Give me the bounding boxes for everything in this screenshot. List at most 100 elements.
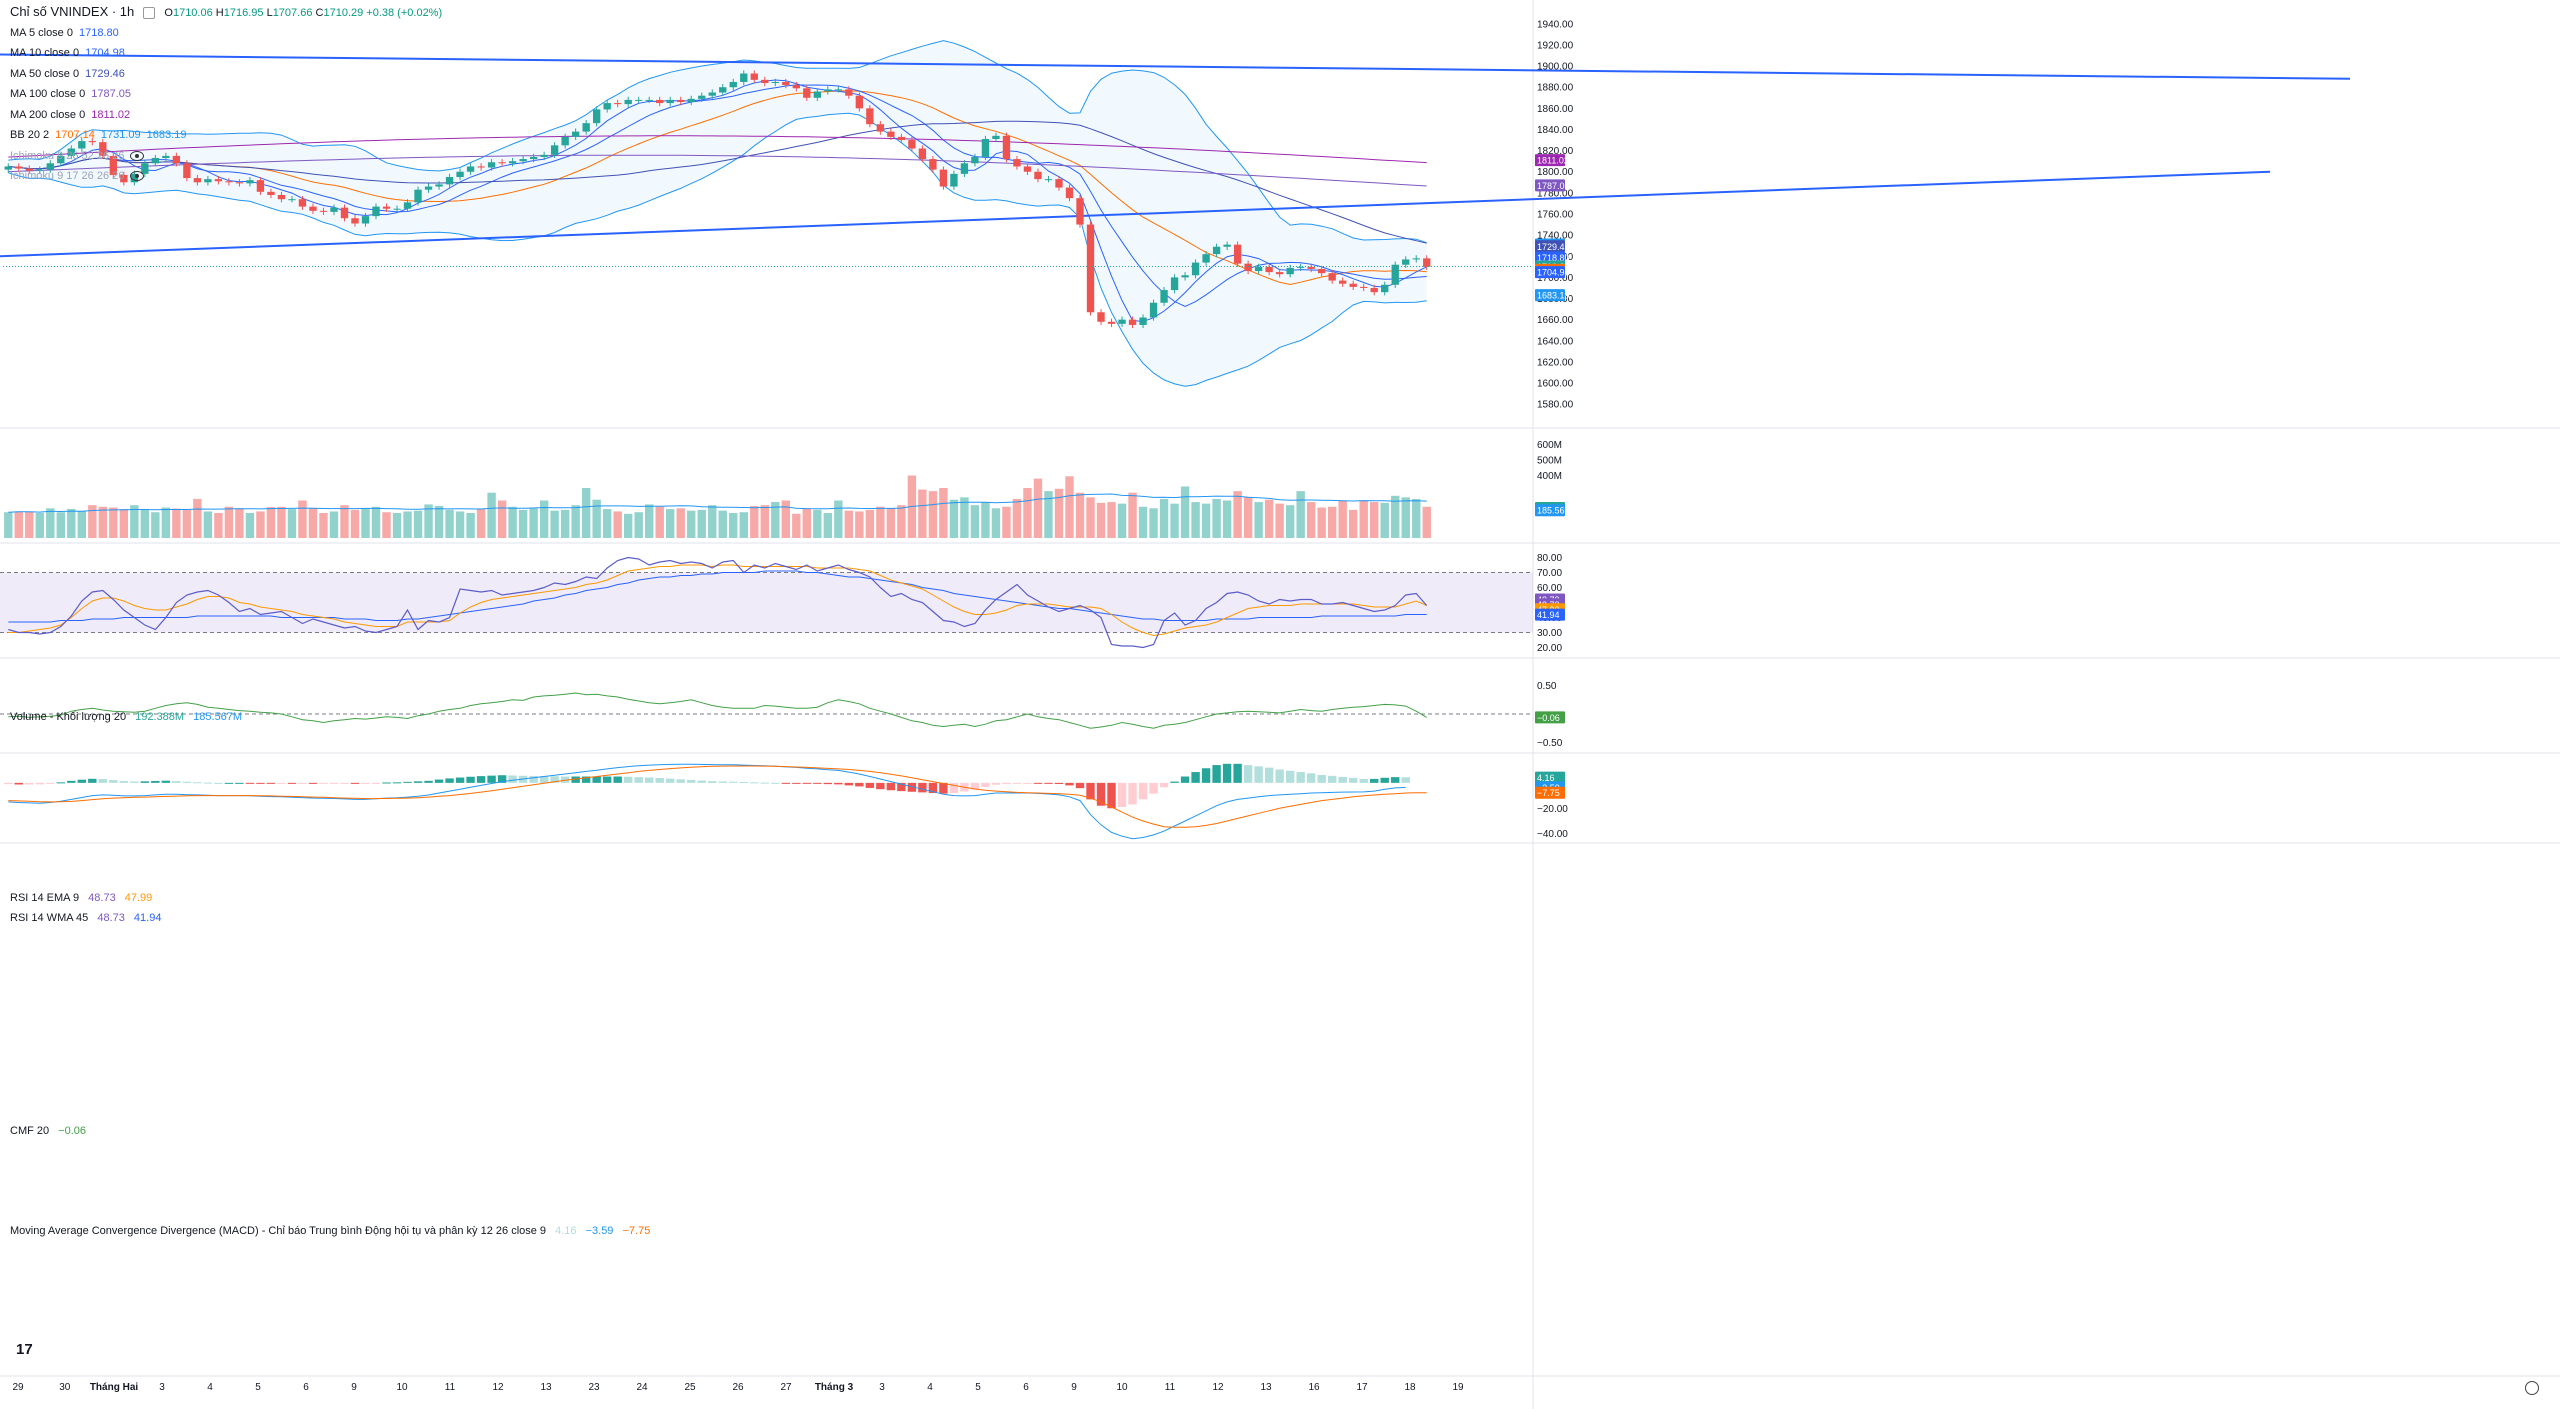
legend-row[interactable]: MA 100 close 0 1787.05 xyxy=(10,84,442,105)
macd-histogram-bar xyxy=(792,782,801,784)
volume-bar xyxy=(235,508,244,538)
rsi-wma-v1: 48.73 xyxy=(97,912,125,924)
candle-body xyxy=(656,99,664,104)
candle-body xyxy=(887,131,895,137)
volume-bar xyxy=(1348,509,1358,538)
macd-histogram-bar xyxy=(1338,776,1347,783)
macd-histogram-bar xyxy=(1296,772,1305,783)
volume-ma-line xyxy=(8,493,1427,513)
volume-bar xyxy=(340,505,349,538)
candle-body xyxy=(929,159,937,170)
time-axis-tick: 13 xyxy=(1260,1382,1272,1393)
candle-body xyxy=(592,109,601,124)
legend-value: 1718.80 xyxy=(78,26,119,39)
candle-body xyxy=(435,184,443,187)
candle-body xyxy=(340,207,349,219)
candle-body xyxy=(1086,224,1095,313)
candle-body xyxy=(1034,171,1042,180)
macd-histogram-bar xyxy=(1254,766,1263,783)
ma5-tag: 1718.80 xyxy=(1537,253,1570,263)
legend-row[interactable]: BB 20 2 1707.14 1731.09 1683.19 xyxy=(10,125,442,146)
candle-body xyxy=(1223,244,1231,247)
macd-histogram-bar xyxy=(56,782,65,784)
macd-label[interactable]: Moving Average Convergence Divergence (M… xyxy=(10,1225,547,1237)
price-axis-tick: 1740.00 xyxy=(1537,231,1574,242)
volume-value: 192.388M xyxy=(135,711,185,723)
rsi-wma-tag: 41.94 xyxy=(1537,610,1560,620)
candle-body xyxy=(141,163,149,174)
low-value: 1707.66 xyxy=(272,7,313,19)
ma50-tag: 1729.46 xyxy=(1537,242,1570,252)
macd-histogram-bar xyxy=(308,782,318,784)
candle-body xyxy=(382,206,391,209)
candle-body xyxy=(445,177,454,185)
candle-body xyxy=(267,191,275,195)
legend-row[interactable]: MA 5 close 0 1718.80 xyxy=(10,23,442,44)
macd-histogram-bar xyxy=(14,782,23,785)
visibility-eye-icon[interactable] xyxy=(130,150,145,161)
macd-histogram-bar xyxy=(834,782,843,785)
symbol-title[interactable]: Chỉ số VNINDEX · 1h xyxy=(10,4,135,19)
candle-body xyxy=(708,92,716,96)
macd-histogram-bar xyxy=(823,782,833,785)
volume-legend-label[interactable]: Volume - Khối lượng 20 xyxy=(10,711,127,723)
symbol-options-icon[interactable] xyxy=(143,7,156,20)
volume-bar xyxy=(361,508,370,538)
volume-bar xyxy=(1327,506,1337,538)
candle-body xyxy=(225,181,233,183)
tradingview-logo[interactable]: 17 xyxy=(16,1341,33,1358)
candle-body xyxy=(908,140,916,149)
ma200-line xyxy=(8,135,1427,164)
candle-body xyxy=(750,73,758,80)
candle-body xyxy=(88,141,96,143)
macd-histogram-bar xyxy=(687,779,696,783)
time-axis-tick: 11 xyxy=(445,1382,456,1393)
legend-row[interactable]: MA 200 close 0 1811.02 xyxy=(10,105,442,126)
volume-bar xyxy=(413,510,423,538)
candle-body xyxy=(57,155,65,164)
candle-body xyxy=(1328,273,1336,281)
candle-body xyxy=(1181,275,1189,278)
volume-bar xyxy=(508,506,517,538)
candle-body xyxy=(1296,266,1305,268)
cmf-axis-tick: 0.50 xyxy=(1537,681,1557,692)
legend-row[interactable]: MA 50 close 0 1729.46 xyxy=(10,64,442,85)
legend-row[interactable]: Ichimoku 9 26 52 26 26 xyxy=(10,146,442,167)
cmf-label[interactable]: CMF 20 xyxy=(10,1125,50,1137)
cmf-legend: CMF 20 −0.06 xyxy=(10,1121,86,1141)
volume-bar xyxy=(161,507,171,538)
candle-body xyxy=(193,178,202,183)
volume-bar xyxy=(298,500,307,538)
macd-hist-tag: 4.16 xyxy=(1537,773,1555,783)
rsi-ema-label[interactable]: RSI 14 EMA 9 xyxy=(10,892,80,904)
settings-gear-icon[interactable] xyxy=(2525,1381,2539,1395)
candle-body xyxy=(897,136,906,141)
legend-row[interactable]: MA 10 close 0 1704.98 xyxy=(10,43,442,64)
rsi-wma-label[interactable]: RSI 14 WMA 45 xyxy=(10,912,89,924)
macd-histogram-bar xyxy=(1180,776,1190,783)
volume-bar xyxy=(1075,492,1085,538)
macd-histogram-bar xyxy=(592,776,601,783)
volume-bar xyxy=(1412,498,1421,538)
candle-body xyxy=(120,174,128,183)
candle-body xyxy=(519,159,527,162)
volume-bar xyxy=(403,511,412,538)
volume-bar xyxy=(623,513,633,538)
volume-bar xyxy=(718,510,727,538)
visibility-eye-icon[interactable] xyxy=(130,171,145,182)
volume-bar xyxy=(813,509,822,538)
macd-histogram-bar xyxy=(445,778,454,783)
macd-histogram-bar xyxy=(46,782,55,784)
legend-row[interactable]: Ichimoku 9 17 26 26 26 xyxy=(10,166,442,187)
macd-histogram-bar xyxy=(1033,782,1043,784)
legend-label: Ichimoku 9 17 26 26 26 xyxy=(10,170,125,182)
macd-signal-value: −7.75 xyxy=(622,1225,651,1237)
time-axis-tick: 11 xyxy=(1165,1382,1176,1393)
rsi-wma-v2: 41.94 xyxy=(133,912,162,924)
macd-histogram-bar xyxy=(676,779,685,783)
candle-body xyxy=(1107,321,1116,324)
macd-histogram-bar xyxy=(182,781,192,783)
time-axis-tick: 4 xyxy=(927,1382,933,1393)
macd-histogram-bar xyxy=(1275,769,1284,783)
macd-histogram-bar xyxy=(382,782,391,784)
